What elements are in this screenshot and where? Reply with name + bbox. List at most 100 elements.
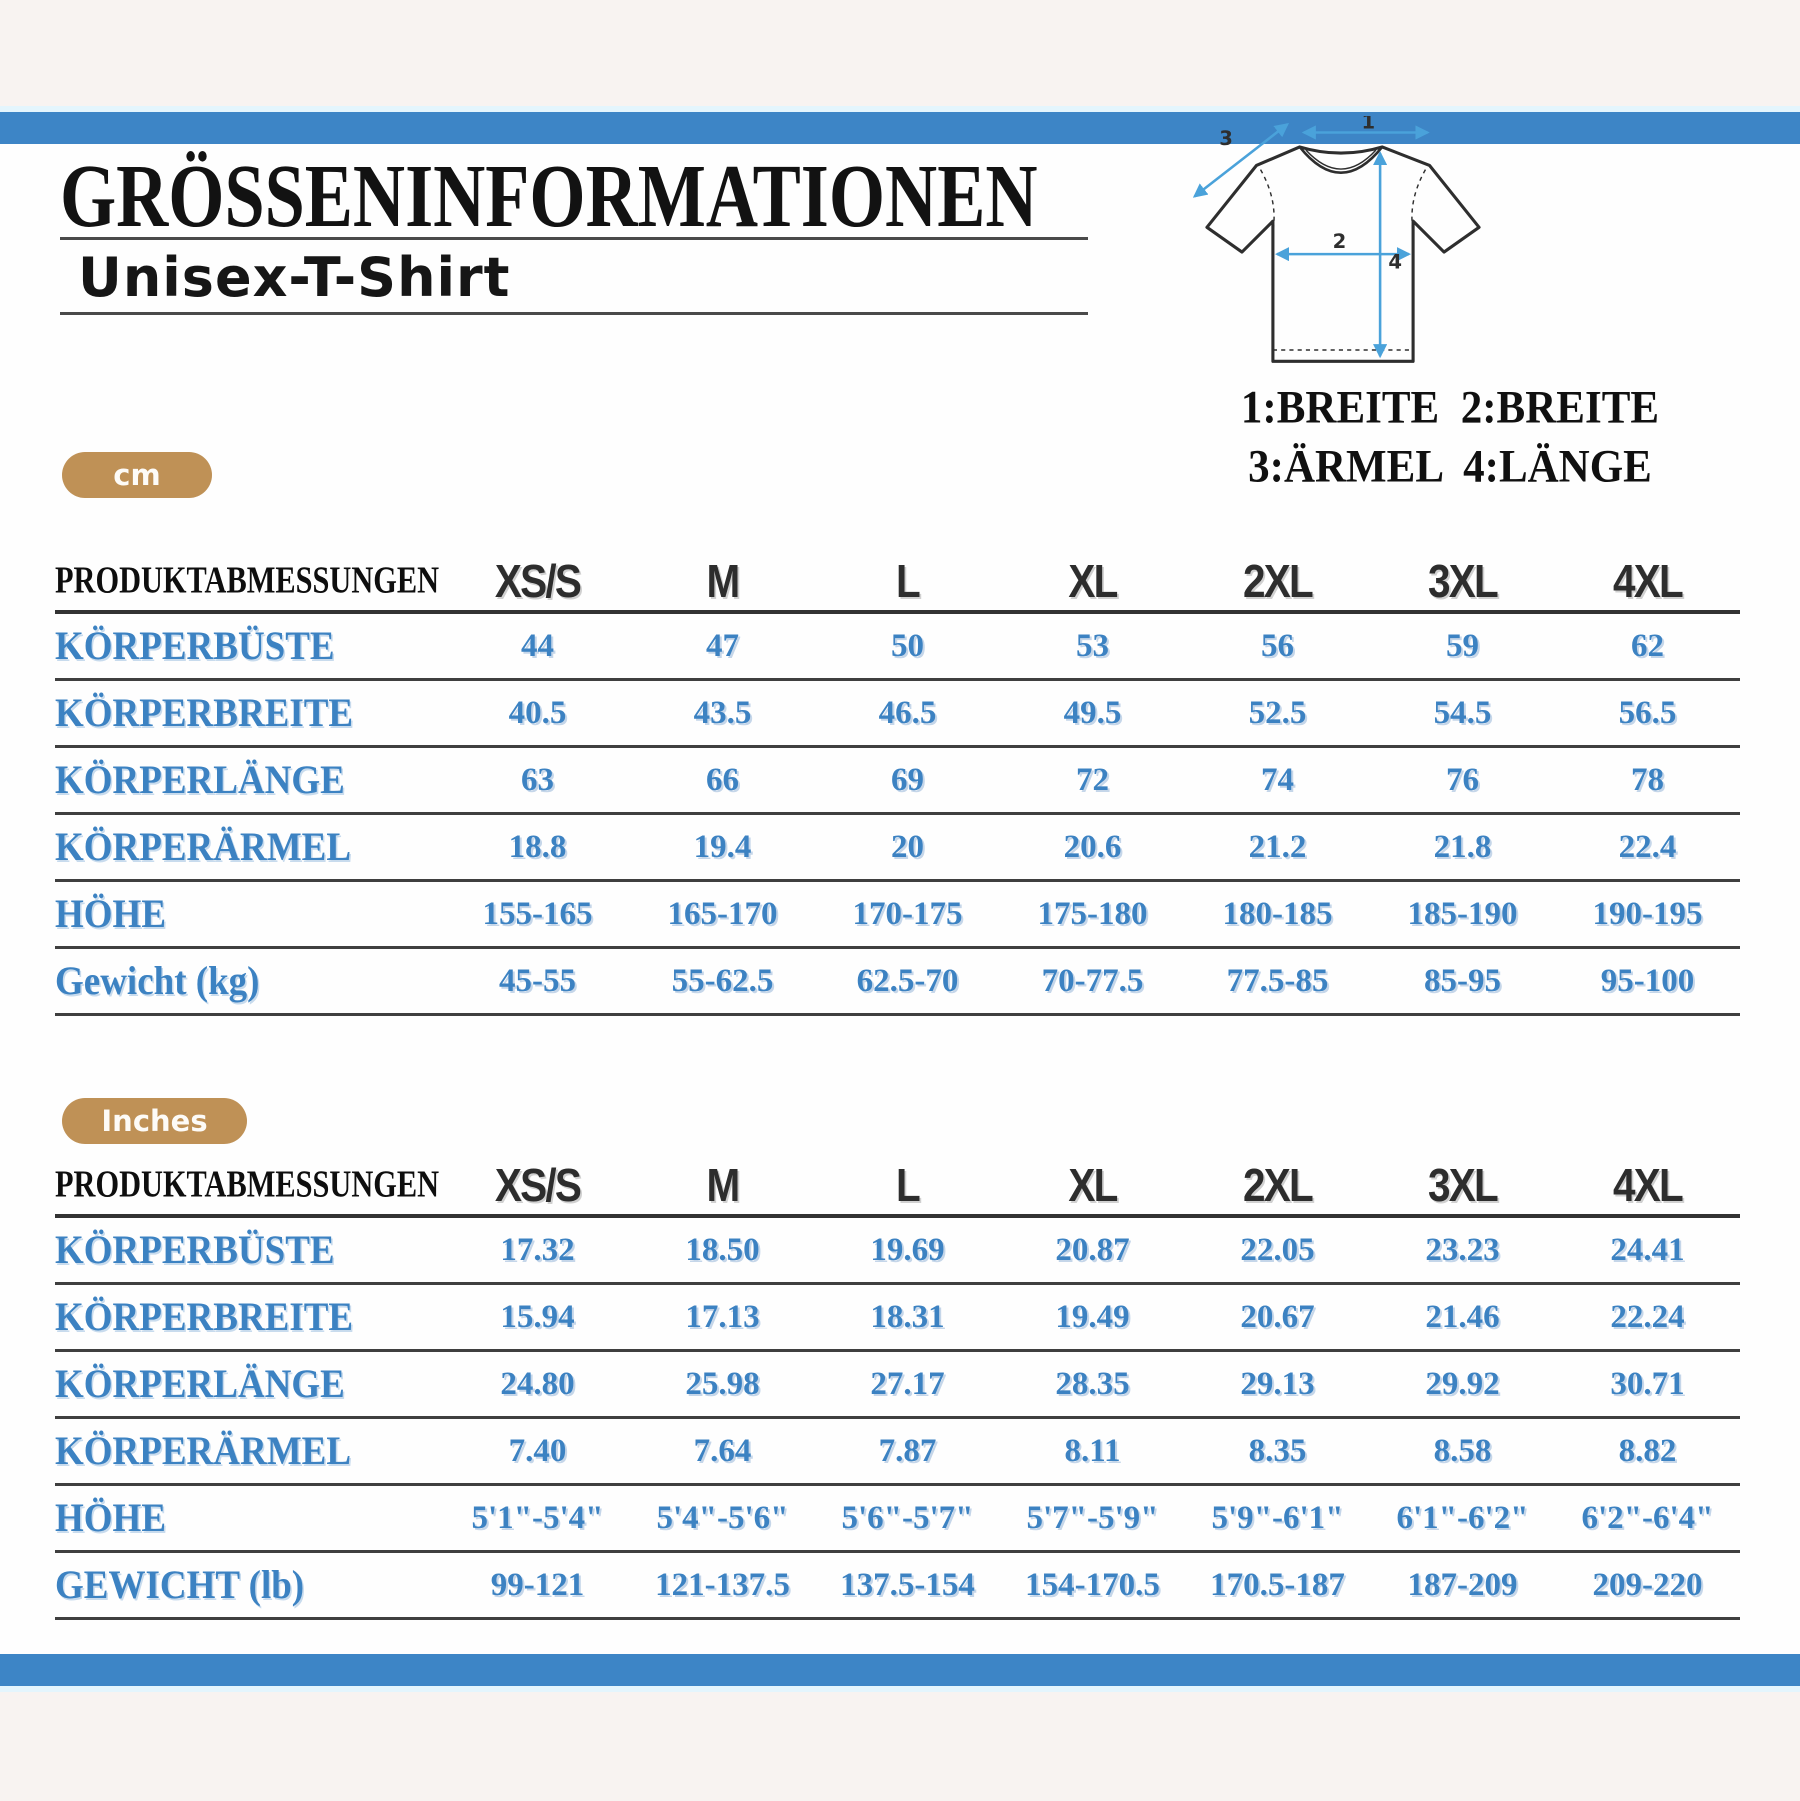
table-row: KÖRPERÄRMEL 18.8 19.4 20 20.6 21.2 21.8 22.4 [55,815,1740,882]
collar-stitching [1302,150,1380,173]
table-row: KÖRPERBREITE 15.94 17.13 18.31 19.49 20.67 21.… [55,1285,1740,1352]
measurement-row-label: KÖRPERLÄNGE [55,757,345,803]
measurement-value: 20.87 [1055,1231,1130,1268]
size-column-header: XL [1068,555,1118,607]
table-row: KÖRPERBREITE 40.5 43.5 46.5 49.5 52.5 54.5 56.5 [55,681,1740,748]
measurement-value: 137.5-154 [840,1566,975,1603]
legend-line-2: 3:ÄRMEL 4:LÄNGE [1248,441,1652,493]
measurement-value: 28.35 [1055,1365,1130,1402]
right-sleeve-seam [1411,169,1427,232]
bottom-bar-glow [0,1686,1800,1692]
arrow-label-3: 3 [1219,127,1233,150]
size-column-header: 2XL [1243,1159,1314,1211]
measurement-value: 20 [891,828,924,865]
measurement-value: 18.8 [508,828,567,865]
top-bar-glow [0,106,1800,112]
measurement-value: 18.50 [685,1231,760,1268]
measurement-row-label: KÖRPERÄRMEL [55,1428,351,1474]
measurement-value: 95-100 [1600,962,1695,999]
table-row: HÖHE 5'1"-5'4" 5'4"-5'6" 5'6"-5'7" 5'7"-5'9"… [55,1486,1740,1553]
bottom-accent-bar [0,1654,1800,1686]
measurement-value: 187-209 [1407,1566,1518,1603]
table-row: HÖHE 155-165 165-170 170-175 175-180 180-185 1… [55,882,1740,949]
diagram-legend: 1:BREITE 2:BREITE 3:ÄRMEL 4:LÄNGE [1150,378,1750,497]
measurement-value: 30.71 [1610,1365,1685,1402]
measurement-value: 52.5 [1248,694,1307,731]
measurement-value: 19.49 [1055,1298,1130,1335]
measurement-value: 17.13 [685,1298,760,1335]
content-panel [0,144,1800,1654]
size-column-header: 4XL [1613,555,1684,607]
sleeve-arrow-3 [1192,122,1290,198]
measurement-value: 24.80 [500,1365,575,1402]
measurement-value: 49.5 [1063,694,1122,731]
measurement-value: 21.2 [1248,828,1307,865]
measurement-row-label: GEWICHT (lb) [55,1562,305,1608]
measurement-row-label: KÖRPERBÜSTE [55,1227,335,1273]
size-column-header: M [706,555,741,607]
arrow-label-1: 1 [1362,116,1376,133]
measurement-value: 7.87 [878,1432,937,1469]
measurement-row-label: KÖRPERBREITE [55,1294,354,1340]
measurement-value: 62.5-70 [856,962,959,999]
size-table-inches: PRODUKTABMESSUNGEN XS/S M L XL 2XL 3XL 4XL KÖRPE… [55,1156,1740,1620]
measurement-value: 5'6"-5'7" [841,1499,974,1536]
title-divider [60,237,1088,240]
measurement-value: 25.98 [685,1365,760,1402]
measurement-value: 63 [521,761,554,798]
measurement-value: 19.69 [870,1231,945,1268]
measurement-value: 121-137.5 [655,1566,790,1603]
product-subtitle: Unisex-T-Shirt [78,246,511,309]
measurement-value: 17.32 [500,1231,575,1268]
collar-inner-arc [1305,149,1377,170]
size-column-header: L [896,555,921,607]
measurement-value: 27.17 [870,1365,945,1402]
measurement-value: 5'4"-5'6" [656,1499,789,1536]
table-header-row: PRODUKTABMESSUNGEN XS/S M L XL 2XL 3XL 4XL [55,552,1740,614]
measurement-row-label: HÖHE [55,891,167,937]
measurement-value: 99-121 [490,1566,585,1603]
table-row: Gewicht (kg) 45-55 55-62.5 62.5-70 70-77.5 77… [55,949,1740,1016]
measurement-value: 8.58 [1433,1432,1492,1469]
measurement-value: 50 [891,627,924,664]
measurement-value: 21.8 [1433,828,1492,865]
size-table-cm: PRODUKTABMESSUNGEN XS/S M L XL 2XL 3XL 4XL KÖRPE… [55,552,1740,1016]
measurement-row-label: Gewicht (kg) [55,958,260,1004]
measurement-value: 8.35 [1248,1432,1307,1469]
measurement-value: 45-55 [499,962,576,999]
tshirt-measurement-diagram: 1 2 3 4 [1192,116,1481,363]
measurement-value: 165-170 [667,895,778,932]
table-header-label: PRODUKTABMESSUNGEN [55,559,440,602]
table-row: GEWICHT (lb) 99-121 121-137.5 137.5-154 154-… [55,1553,1740,1620]
measurement-value: 70-77.5 [1041,962,1144,999]
measurement-value: 59 [1446,627,1479,664]
measurement-value: 40.5 [508,694,567,731]
unit-badge-inches: Inches [62,1098,247,1144]
measurement-value: 180-185 [1222,895,1333,932]
table-header-row: PRODUKTABMESSUNGEN XS/S M L XL 2XL 3XL 4XL [55,1156,1740,1218]
measurement-row-label: KÖRPERBÜSTE [55,623,335,669]
size-column-header: L [896,1159,921,1211]
measurement-value: 72 [1076,761,1109,798]
top-accent-bar [0,112,1800,144]
measurement-value: 22.05 [1240,1231,1315,1268]
measurement-row-label: KÖRPERBREITE [55,690,354,736]
measurement-value: 155-165 [482,895,593,932]
measurement-row-label: KÖRPERLÄNGE [55,1361,345,1407]
size-column-header: XL [1068,1159,1118,1211]
measurement-value: 8.11 [1064,1432,1121,1469]
measurement-value: 54.5 [1433,694,1492,731]
table-row: KÖRPERLÄNGE 24.80 25.98 27.17 28.35 29.13 29.9… [55,1352,1740,1419]
measurement-value: 62 [1631,627,1664,664]
measurement-row-label: KÖRPERÄRMEL [55,824,351,870]
measurement-value: 185-190 [1407,895,1518,932]
measurement-value: 24.41 [1610,1231,1685,1268]
measurement-value: 56.5 [1618,694,1677,731]
measurement-value: 190-195 [1592,895,1703,932]
measurement-value: 18.31 [870,1298,945,1335]
measurement-value: 6'2"-6'4" [1581,1499,1714,1536]
size-column-header: 3XL [1428,555,1499,607]
measurement-value: 53 [1076,627,1109,664]
unit-badge-cm: cm [62,452,212,498]
